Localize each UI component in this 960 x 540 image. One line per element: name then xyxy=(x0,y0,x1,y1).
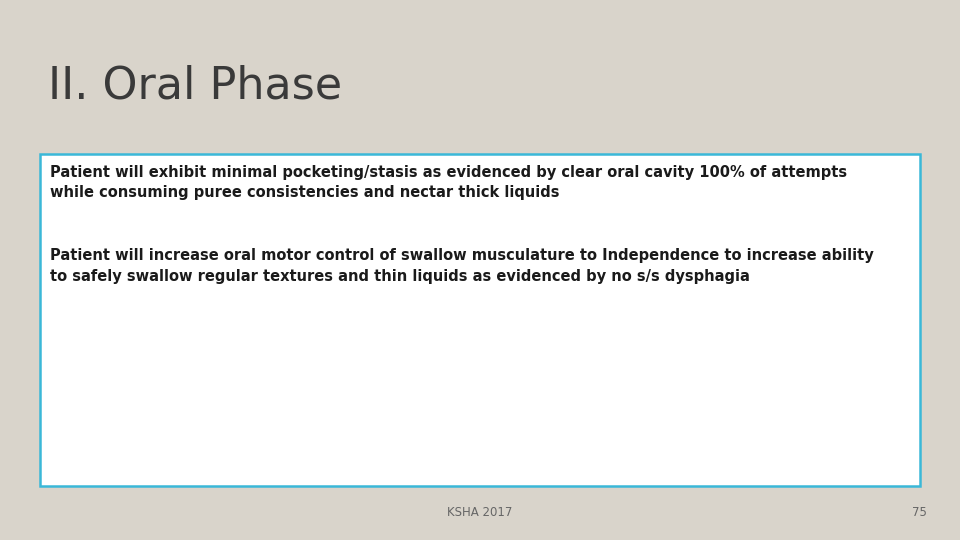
Text: Patient will increase oral motor control of swallow musculature to Independence : Patient will increase oral motor control… xyxy=(50,248,874,284)
FancyBboxPatch shape xyxy=(40,154,920,486)
Text: 75: 75 xyxy=(912,507,926,519)
Text: II. Oral Phase: II. Oral Phase xyxy=(48,65,342,108)
Text: Patient will exhibit minimal pocketing/stasis as evidenced by clear oral cavity : Patient will exhibit minimal pocketing/s… xyxy=(50,165,847,200)
Text: KSHA 2017: KSHA 2017 xyxy=(447,507,513,519)
